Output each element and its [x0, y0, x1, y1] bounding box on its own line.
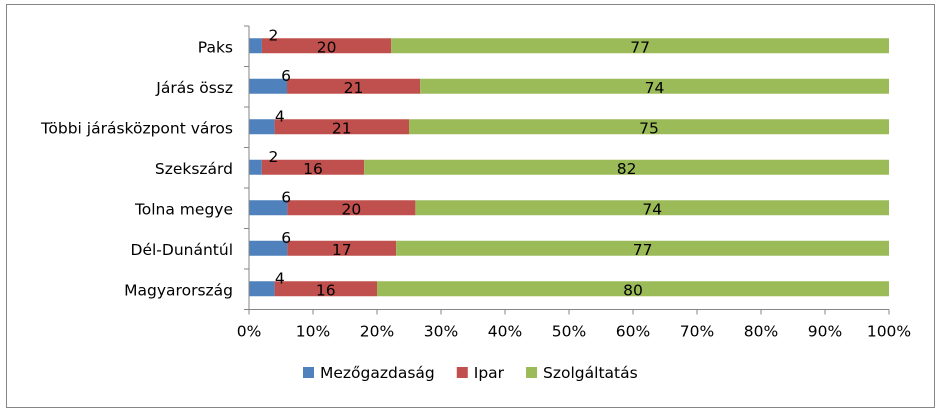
data-labels: 2 20 77 6 21 74 4 21 75 2 16 82 6 20 74 6 17 77 4 16 80	[268, 26, 664, 299]
data-label: 16	[316, 281, 336, 299]
category-axis-labels: Paks Járás össz Többi járásközpont város Sz…	[40, 38, 233, 299]
legend-swatch	[303, 367, 314, 378]
data-label: 4	[275, 107, 285, 125]
bar-segment	[249, 159, 262, 175]
legend: Mezőgazdaság Ipar Szolgáltatás	[303, 364, 638, 382]
bar-segment	[287, 240, 397, 256]
bar-segment	[249, 78, 288, 94]
category-label: Tolna megye	[134, 200, 233, 218]
bar-segment	[261, 159, 365, 175]
data-label: 16	[303, 160, 323, 178]
bar-segment	[249, 119, 275, 135]
x-tick-label: 40%	[488, 323, 522, 341]
data-label: 20	[342, 200, 362, 218]
data-label: 77	[633, 241, 653, 259]
bar-segment	[249, 38, 262, 54]
x-tick-label: 20%	[360, 323, 394, 341]
data-label: 4	[275, 269, 285, 287]
x-tick-label: 0%	[237, 323, 262, 341]
data-label: 20	[317, 38, 337, 56]
x-tick-label: 90%	[808, 323, 842, 341]
category-label: Járás össz	[155, 79, 233, 97]
bar-segment	[274, 119, 409, 135]
bar-segment	[409, 119, 889, 135]
data-label: 21	[332, 119, 352, 137]
category-label: Többi járásközpont város	[40, 119, 233, 137]
x-tick-label: 50%	[552, 323, 586, 341]
data-label: 6	[281, 229, 291, 247]
bar-segment	[261, 38, 392, 54]
x-tick-label: 30%	[424, 323, 458, 341]
bar-segment	[391, 38, 889, 54]
data-label: 75	[639, 119, 659, 137]
category-label: Paks	[198, 38, 233, 56]
bar-segment	[249, 281, 275, 297]
data-label: 21	[344, 79, 364, 97]
bar-segment	[249, 240, 288, 256]
legend-label: Mezőgazdaság	[320, 364, 435, 382]
data-label: 82	[617, 160, 637, 178]
legend-swatch	[456, 367, 468, 378]
data-label: 6	[281, 67, 291, 85]
bar-segment	[364, 159, 889, 175]
x-tick-label: 100%	[867, 323, 911, 341]
category-label: Dél-Dunántúl	[131, 241, 233, 259]
bar-segment	[274, 281, 377, 297]
x-tick-label: 10%	[296, 323, 330, 341]
bar-segment	[287, 78, 421, 94]
bar-segment	[396, 240, 889, 256]
data-label: 17	[332, 241, 352, 259]
bar-segment	[249, 200, 288, 216]
axes-layer: 0% 10% 20% 30% 40% 50% 60% 70% 80% 90% 100%	[237, 25, 911, 341]
bar-segment	[287, 200, 416, 216]
data-label: 74	[642, 200, 662, 218]
x-tick-label: 70%	[680, 323, 714, 341]
bar-segment	[420, 78, 889, 94]
legend-swatch	[526, 367, 538, 378]
x-tick-label: 80%	[744, 323, 778, 341]
data-label: 77	[630, 38, 650, 56]
x-tick-label: 60%	[616, 323, 650, 341]
bar-segment	[377, 281, 889, 297]
bar-segment	[415, 200, 889, 216]
data-label: 2	[268, 148, 278, 166]
data-label: 74	[645, 79, 665, 97]
data-label: 80	[623, 281, 643, 299]
category-label: Szekszárd	[155, 160, 233, 178]
bars-layer	[249, 38, 889, 297]
legend-label: Szolgáltatás	[543, 364, 638, 382]
category-label: Magyarország	[124, 281, 233, 299]
data-label: 2	[269, 26, 279, 44]
data-label: 6	[281, 188, 291, 206]
legend-label: Ipar	[474, 364, 505, 382]
